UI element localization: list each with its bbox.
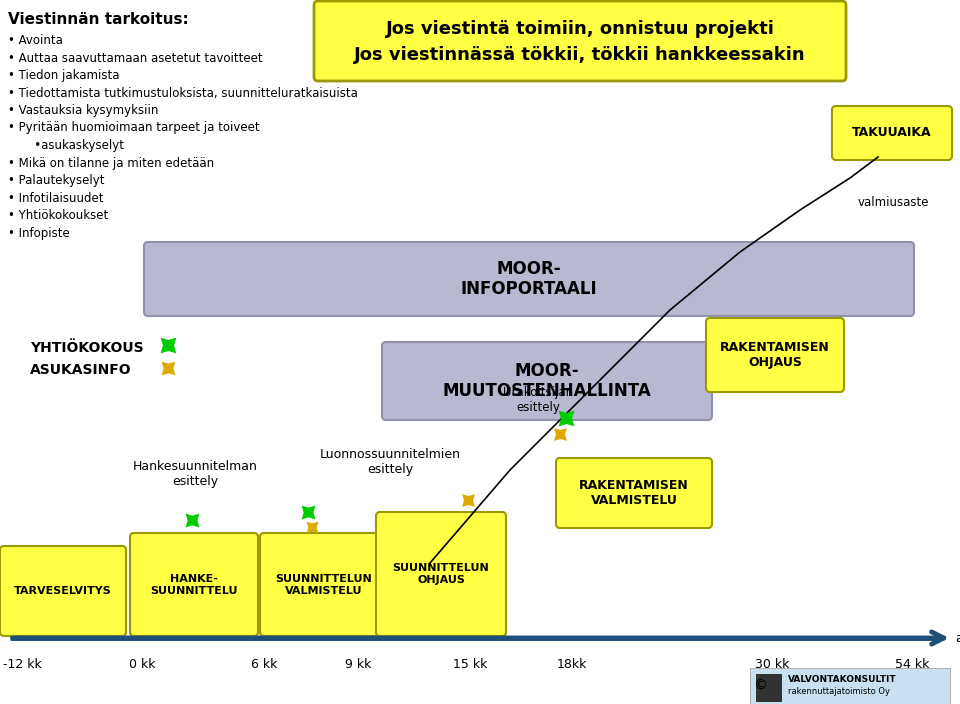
Text: • Pyritään huomioimaan tarpeet ja toiveet: • Pyritään huomioimaan tarpeet ja toivee… — [8, 122, 259, 134]
FancyBboxPatch shape — [130, 533, 258, 636]
Text: 0 kk: 0 kk — [129, 658, 156, 671]
Text: • Tiedottamista tutkimustuloksista, suunnitteluratkaisuista: • Tiedottamista tutkimustuloksista, suun… — [8, 87, 358, 99]
Text: Hankesuunnitelman
esittely: Hankesuunnitelman esittely — [132, 460, 257, 488]
Text: YHTIÖKOKOUS: YHTIÖKOKOUS — [30, 341, 144, 355]
Text: aika: aika — [955, 631, 960, 644]
Text: Viestinnän tarkoitus:: Viestinnän tarkoitus: — [8, 12, 189, 27]
Text: 15 kk: 15 kk — [453, 658, 487, 671]
Text: SUUNNITTELUN
VALMISTELU: SUUNNITTELUN VALMISTELU — [276, 574, 372, 596]
Text: • Avointa: • Avointa — [8, 34, 62, 47]
Text: MOOR-
MUUTOSTENHALLINTA: MOOR- MUUTOSTENHALLINTA — [443, 362, 652, 401]
Text: HANKE-
SUUNNITTELU: HANKE- SUUNNITTELU — [151, 574, 238, 596]
Text: RAKENTAMISEN
OHJAUS: RAKENTAMISEN OHJAUS — [720, 341, 829, 369]
Text: 30 kk: 30 kk — [755, 658, 789, 671]
Text: 6 kk: 6 kk — [251, 658, 277, 671]
Text: TAKUUAIKA: TAKUUAIKA — [852, 127, 932, 139]
Text: • Yhtiökokoukset: • Yhtiökokoukset — [8, 209, 108, 222]
Text: ©: © — [753, 679, 767, 693]
Text: RAKENTAMISEN
VALMISTELU: RAKENTAMISEN VALMISTELU — [579, 479, 689, 507]
FancyBboxPatch shape — [260, 533, 388, 636]
FancyBboxPatch shape — [144, 242, 914, 316]
Text: TARVESELVITYS: TARVESELVITYS — [14, 586, 112, 596]
Text: • Palautekyselyt: • Palautekyselyt — [8, 174, 105, 187]
Text: Luonnossuunnitelmien
esittely: Luonnossuunnitelmien esittely — [320, 448, 461, 476]
Text: 18kk: 18kk — [557, 658, 588, 671]
Text: ASUKASINFO: ASUKASINFO — [30, 363, 132, 377]
Text: • Infopiste: • Infopiste — [8, 227, 70, 239]
FancyBboxPatch shape — [376, 512, 506, 636]
Text: Jos viestinnässä tökkii, tökkii hankkeessakin: Jos viestinnässä tökkii, tökkii hankkees… — [354, 46, 805, 64]
Text: • Auttaa saavuttamaan asetetut tavoitteet: • Auttaa saavuttamaan asetetut tavoittee… — [8, 51, 263, 65]
Text: MOOR-
INFOPORTAALI: MOOR- INFOPORTAALI — [461, 260, 597, 298]
Text: • Vastauksia kysymyksiin: • Vastauksia kysymyksiin — [8, 104, 158, 117]
Text: Jos viestintä toimiin, onnistuu projekti: Jos viestintä toimiin, onnistuu projekti — [386, 20, 775, 38]
FancyBboxPatch shape — [0, 546, 126, 636]
Text: Urakoitsijan
esittely: Urakoitsijan esittely — [503, 386, 573, 414]
Text: • Infotilaisuudet: • Infotilaisuudet — [8, 191, 104, 204]
Text: valmiusaste: valmiusaste — [858, 196, 929, 208]
Text: • Tiedon jakamista: • Tiedon jakamista — [8, 69, 119, 82]
Text: 9 kk: 9 kk — [345, 658, 372, 671]
Text: 54 kk: 54 kk — [895, 658, 929, 671]
Text: •asukaskyselyt: •asukaskyselyt — [8, 139, 124, 152]
Text: VALVONTAKONSULTIT: VALVONTAKONSULTIT — [788, 676, 897, 684]
FancyBboxPatch shape — [756, 674, 782, 702]
Text: rakennuttajatoimisto Oy: rakennuttajatoimisto Oy — [788, 688, 890, 696]
Text: • Mikä on tilanne ja miten edetään: • Mikä on tilanne ja miten edetään — [8, 156, 214, 170]
FancyBboxPatch shape — [314, 1, 846, 81]
Text: -12 kk: -12 kk — [3, 658, 41, 671]
FancyBboxPatch shape — [750, 668, 950, 704]
FancyBboxPatch shape — [706, 318, 844, 392]
Text: SUUNNITTELUN
OHJAUS: SUUNNITTELUN OHJAUS — [393, 563, 490, 585]
FancyBboxPatch shape — [382, 342, 712, 420]
FancyBboxPatch shape — [832, 106, 952, 160]
FancyBboxPatch shape — [556, 458, 712, 528]
